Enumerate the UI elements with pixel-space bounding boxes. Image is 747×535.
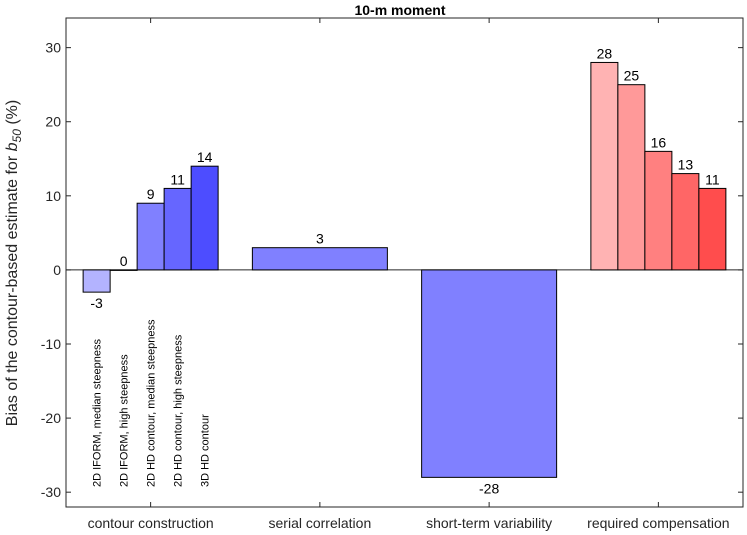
bar xyxy=(136,202,165,271)
bar xyxy=(163,187,192,271)
category-label: short-term variability xyxy=(426,515,552,531)
category-label: required compensation xyxy=(587,515,729,531)
bar xyxy=(82,269,111,293)
bar-value-label: 25 xyxy=(624,68,640,84)
axes-box xyxy=(65,17,744,508)
bar-name-label: 2D IFORM, high steepness xyxy=(119,354,131,487)
bar-value-label: 0 xyxy=(120,253,128,269)
bar xyxy=(251,247,388,271)
y-tick-label: -30 xyxy=(41,484,61,500)
bar-value-label: 11 xyxy=(170,171,185,187)
bar xyxy=(644,150,673,271)
y-axis-label-symbol: b xyxy=(4,142,21,151)
bar-value-label: 9 xyxy=(147,186,155,202)
bar-name-label: 2D HD contour, high steepness xyxy=(173,334,185,487)
bar-value-label: 3 xyxy=(316,231,324,247)
bar xyxy=(590,61,619,271)
bar xyxy=(190,165,219,271)
bar-value-label: 28 xyxy=(597,45,613,61)
y-tick-label: -20 xyxy=(41,410,61,426)
y-tick-label: -10 xyxy=(41,336,61,352)
bar-value-label: -28 xyxy=(479,480,499,496)
bar-value-label: 16 xyxy=(651,134,667,150)
bar-name-label: 2D HD contour, median steepness xyxy=(146,319,158,487)
category-label: serial correlation xyxy=(269,515,372,531)
y-axis-label-subscript: 50 xyxy=(10,129,24,143)
category-label: contour construction xyxy=(88,515,214,531)
y-tick-label: 0 xyxy=(53,262,61,278)
y-axis-label-prefix: Bias of the contour-based estimate for xyxy=(4,151,21,426)
bar-value-label: 14 xyxy=(197,149,213,165)
bar xyxy=(617,84,646,271)
bar-name-label: 2D IFORM, median steepness xyxy=(92,339,104,487)
bar-value-label: 11 xyxy=(705,171,720,187)
bar-name-label: 3D HD contour xyxy=(200,414,212,487)
bar xyxy=(671,173,700,271)
chart-title: 10-m moment xyxy=(354,2,445,18)
bar xyxy=(109,269,138,271)
bar xyxy=(698,187,727,271)
bar xyxy=(421,269,558,478)
y-tick-label: 20 xyxy=(45,114,61,130)
bar-value-label: 13 xyxy=(678,157,694,173)
y-axis-label-suffix: (%) xyxy=(4,100,21,129)
y-tick-label: 10 xyxy=(45,188,61,204)
y-tick-label: 30 xyxy=(45,40,61,56)
bar-value-label: -3 xyxy=(90,295,103,311)
y-axis-label: Bias of the contour-based estimate for b… xyxy=(4,100,24,426)
